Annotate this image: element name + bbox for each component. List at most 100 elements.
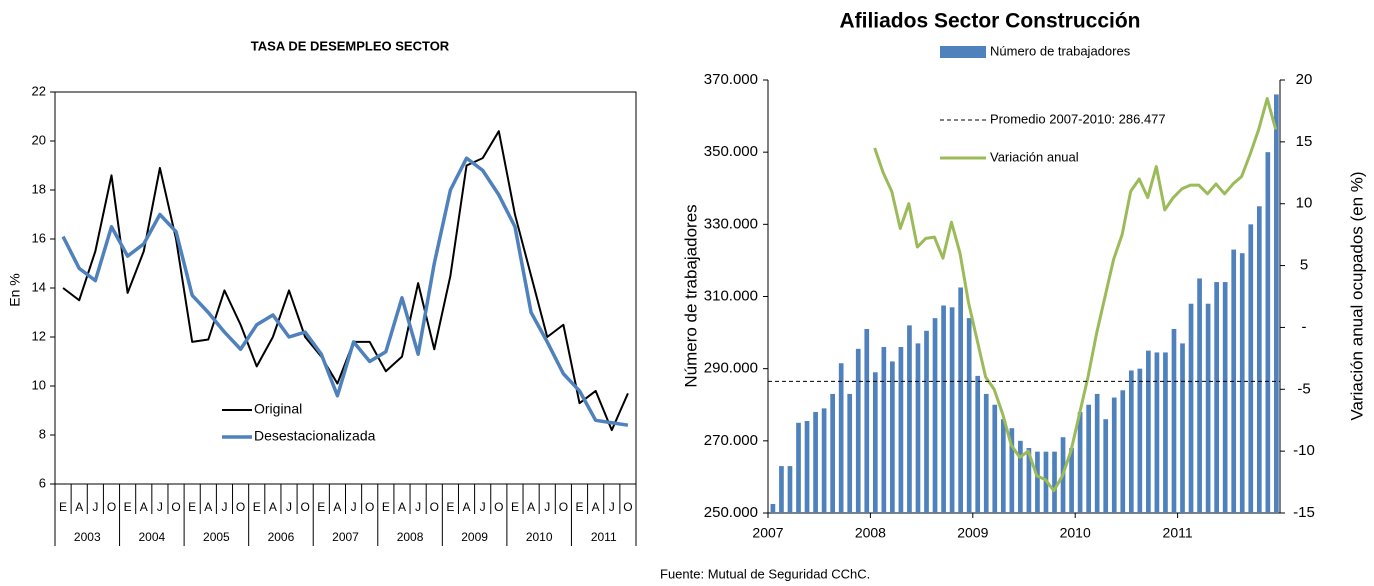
bar — [1205, 303, 1211, 513]
x-tick-label: E — [124, 500, 132, 514]
bar — [1197, 278, 1202, 513]
bar — [907, 325, 912, 513]
bar — [872, 372, 878, 513]
unemployment-chart: TASA DE DESEMPLEO SECTOR En % 6 8 10 12 14 16… — [7, 38, 637, 546]
x-tick-label: E — [59, 500, 67, 514]
bar — [975, 375, 981, 513]
x-tick-label: E — [446, 500, 454, 514]
affiliates-chart: Afiliados Sector Construcción Número de … — [660, 10, 1366, 582]
x-tick-label: A — [463, 500, 471, 514]
x-tick-label: 2009 — [957, 525, 988, 541]
x-tick-label: J — [157, 500, 163, 514]
x-tick-label: A — [204, 500, 212, 514]
legend-label: Desestacionalizada — [254, 428, 376, 444]
bar — [787, 466, 793, 513]
bar — [1103, 419, 1109, 513]
y-tick-label: 16 — [32, 230, 46, 245]
y2-tick-label: -15 — [1293, 504, 1315, 521]
y2-axis-label: Variación anual ocupados (en %) — [1347, 171, 1366, 420]
y-tick-label: 6 — [39, 475, 46, 490]
y-tick-label: 350.000 — [704, 143, 758, 160]
bar — [1188, 303, 1194, 513]
bar — [1265, 152, 1271, 513]
x-tick-label: A — [398, 500, 406, 514]
bar — [1137, 368, 1143, 513]
bar — [864, 328, 870, 513]
bar — [1171, 328, 1177, 513]
x-tick-label: O — [236, 500, 245, 514]
year-label: 2011 — [591, 530, 617, 544]
bar — [1180, 343, 1185, 513]
y2-tick-label: -5 — [1297, 380, 1310, 397]
bar — [1009, 428, 1015, 513]
x-tick-label: E — [317, 500, 325, 514]
y-tick-label: 8 — [39, 426, 46, 441]
legend-swatch — [940, 46, 986, 58]
year-label: 2005 — [203, 530, 230, 544]
bar — [804, 420, 810, 513]
bar — [1086, 404, 1091, 513]
bar — [1128, 370, 1134, 513]
year-label: 2006 — [268, 530, 295, 544]
x-tick-label: O — [623, 500, 632, 514]
x-tick-label: A — [75, 500, 83, 514]
x-tick-label: O — [494, 500, 503, 514]
x-tick-label: 2007 — [752, 525, 783, 541]
x-tick-label: 2008 — [855, 525, 886, 541]
data-line — [873, 97, 1278, 493]
bar — [796, 422, 801, 513]
bar — [958, 287, 963, 513]
legend-label: Promedio 2007-2010: 286.477 — [990, 111, 1166, 126]
y-tick-label: 370.000 — [704, 71, 758, 88]
year-label: 2010 — [526, 530, 553, 544]
x-tick-label: J — [92, 500, 98, 514]
x-tick-label: O — [365, 500, 374, 514]
bar — [779, 466, 784, 513]
bar — [1077, 411, 1083, 513]
bar — [949, 307, 955, 513]
x-tick-label: J — [544, 500, 550, 514]
y2-tick-label: 5 — [1300, 257, 1308, 274]
y-tick-label: 250.000 — [704, 504, 758, 521]
y-axis-label: En % — [7, 273, 23, 306]
data-line — [62, 130, 629, 432]
x-tick-label: J — [221, 500, 227, 514]
x-tick-label: O — [430, 500, 439, 514]
bar — [1163, 352, 1168, 513]
year-label: 2008 — [397, 530, 424, 544]
chart-title: Afiliados Sector Construcción — [839, 10, 1140, 33]
y2-tick-label: -10 — [1293, 442, 1315, 459]
bar — [932, 318, 938, 513]
bar — [770, 503, 776, 513]
bar — [1052, 451, 1057, 513]
bar — [1000, 419, 1006, 513]
x-tick-label: J — [480, 500, 486, 514]
x-tick-label: A — [333, 500, 341, 514]
bar — [1094, 393, 1100, 513]
bar — [881, 347, 887, 513]
legend-label: Número de trabajadores — [990, 43, 1131, 58]
bar — [1222, 282, 1228, 513]
bar — [855, 348, 861, 513]
x-tick-label: O — [300, 500, 309, 514]
y-tick-label: 20 — [32, 132, 46, 147]
x-tick-label: O — [559, 500, 568, 514]
bar — [813, 411, 818, 513]
y-tick-label: 270.000 — [704, 432, 758, 449]
data-line — [61, 156, 629, 427]
x-tick-label: A — [527, 500, 535, 514]
y-tick-label: 290.000 — [704, 360, 758, 377]
x-tick-label: J — [415, 500, 421, 514]
bar — [1018, 440, 1023, 513]
bar — [1239, 253, 1245, 513]
bar — [1120, 390, 1126, 513]
bar — [966, 318, 972, 513]
y2-tick-label: 15 — [1296, 133, 1313, 150]
y-tick-label: 10 — [32, 377, 46, 392]
bar — [1214, 282, 1219, 513]
y-tick-label: 330.000 — [704, 215, 758, 232]
y2-tick-label: 10 — [1296, 195, 1313, 212]
bar — [924, 330, 929, 513]
plot-frame — [54, 91, 637, 485]
y2-tick-label: 20 — [1296, 71, 1313, 88]
